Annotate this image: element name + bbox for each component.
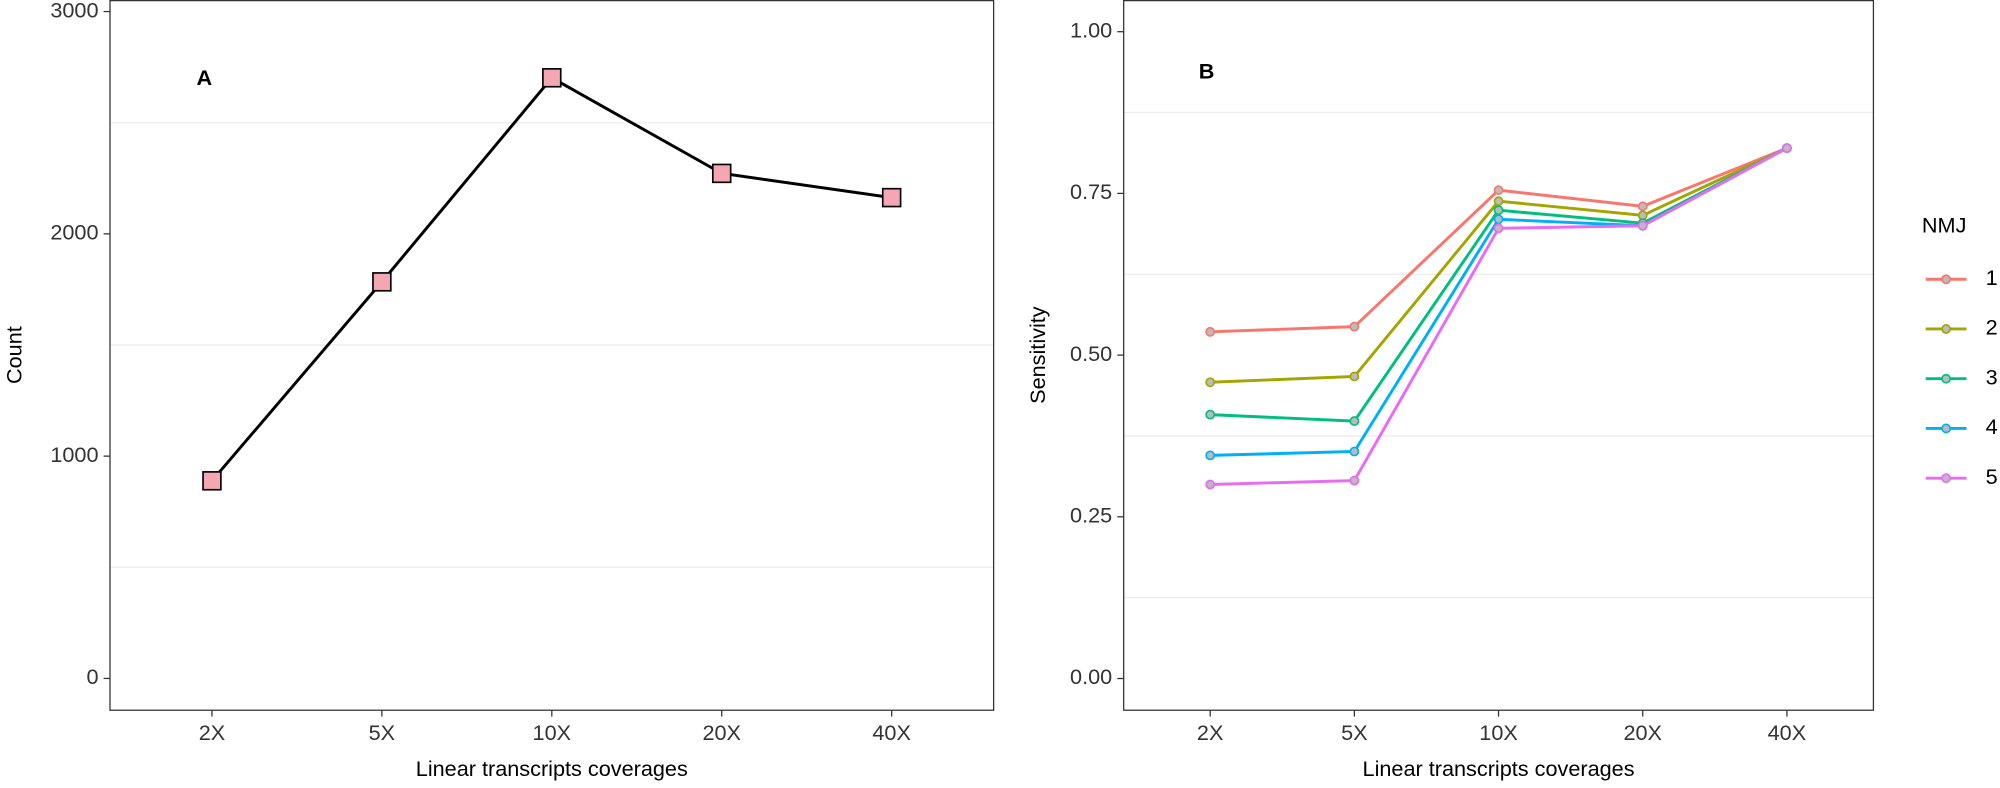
x-tick-label: 10X xyxy=(533,720,572,745)
point xyxy=(1782,143,1792,154)
point xyxy=(1493,223,1504,234)
x-tick-label: 2X xyxy=(1197,720,1224,745)
y-tick-label: 1.00 xyxy=(1070,17,1112,42)
point xyxy=(1493,214,1504,225)
point xyxy=(1493,185,1504,196)
x-tick-label: 20X xyxy=(702,720,741,745)
x-tick-label: 40X xyxy=(872,720,911,745)
point xyxy=(1637,220,1648,231)
y-tick-label: 3000 xyxy=(50,0,98,22)
point xyxy=(1205,479,1216,490)
y-axis-label: Count xyxy=(1,326,26,384)
y-tick-label: 0.00 xyxy=(1070,664,1112,689)
legend-label: 5 xyxy=(1986,464,1998,489)
x-tick-label: 10X xyxy=(1479,720,1518,745)
y-tick-label: 0.25 xyxy=(1070,503,1112,528)
point xyxy=(1205,377,1216,388)
panel-border xyxy=(109,0,995,711)
x-tick-label: 20X xyxy=(1623,720,1662,745)
legend-point xyxy=(1941,423,1952,434)
point xyxy=(1205,450,1216,461)
legend-label: 3 xyxy=(1986,364,1998,389)
point xyxy=(1349,371,1360,382)
legend-point xyxy=(1941,373,1952,384)
series-line xyxy=(210,75,892,482)
legend-point xyxy=(1941,274,1952,285)
panel-border xyxy=(1123,0,1875,711)
point xyxy=(542,68,562,88)
panel-label: A xyxy=(197,65,213,90)
point xyxy=(1349,446,1360,457)
legend-title: NMJ xyxy=(1922,213,1967,238)
x-axis-label: Linear transcripts coverages xyxy=(1363,756,1635,781)
point xyxy=(881,187,902,208)
y-axis-label: Sensitivity xyxy=(1025,306,1050,404)
series-line xyxy=(1210,146,1788,334)
legend-point xyxy=(1941,324,1952,334)
x-tick-label: 2X xyxy=(199,720,225,745)
legend-label: 4 xyxy=(1986,414,1998,439)
point xyxy=(1205,326,1216,337)
x-tick-label: 5X xyxy=(1341,720,1367,745)
point xyxy=(1205,409,1216,420)
point xyxy=(1637,201,1648,212)
point xyxy=(1493,196,1504,207)
y-tick-label: 1000 xyxy=(50,442,98,467)
x-tick-label: 40X xyxy=(1768,720,1807,745)
point xyxy=(1493,205,1504,216)
point xyxy=(711,163,732,184)
y-tick-label: 0.75 xyxy=(1070,179,1112,204)
panel-label: B xyxy=(1199,58,1215,83)
point xyxy=(1349,475,1360,486)
point xyxy=(1349,416,1360,426)
y-tick-label: 0 xyxy=(86,664,98,689)
point xyxy=(202,471,222,491)
x-tick-label: 5X xyxy=(369,720,396,745)
legend-label: 2 xyxy=(1986,315,1998,340)
legend-label: 1 xyxy=(1986,265,1998,290)
x-axis-label: Linear transcripts coverages xyxy=(416,756,688,781)
point xyxy=(1349,321,1360,332)
y-tick-label: 0.50 xyxy=(1070,341,1112,366)
y-tick-label: 2000 xyxy=(50,220,98,245)
point xyxy=(372,272,392,292)
legend-point xyxy=(1941,473,1952,484)
